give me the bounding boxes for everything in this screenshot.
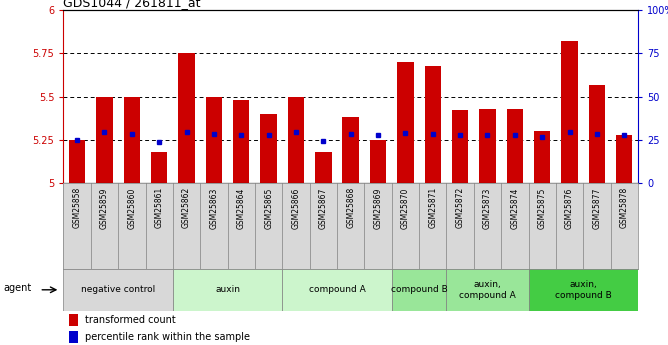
Bar <box>506 109 523 183</box>
Bar <box>283 269 391 310</box>
Text: auxin,
compound A: auxin, compound A <box>459 280 516 299</box>
Text: GSM25861: GSM25861 <box>155 187 164 228</box>
Text: GDS1044 / 261811_at: GDS1044 / 261811_at <box>63 0 201 9</box>
Bar <box>452 110 468 183</box>
Text: compound B: compound B <box>391 285 448 294</box>
Bar <box>151 152 168 183</box>
Bar <box>178 53 195 183</box>
Text: GSM25873: GSM25873 <box>483 187 492 228</box>
Text: GSM25876: GSM25876 <box>565 187 574 228</box>
Bar <box>370 140 386 183</box>
Bar <box>425 66 441 183</box>
Text: GSM25875: GSM25875 <box>538 187 546 228</box>
Text: GSM25868: GSM25868 <box>346 187 355 228</box>
Bar <box>315 152 331 183</box>
Bar <box>589 85 605 183</box>
Bar <box>288 97 304 183</box>
Bar <box>534 131 550 183</box>
Text: auxin: auxin <box>215 285 240 294</box>
Bar <box>69 331 78 343</box>
Text: negative control: negative control <box>81 285 155 294</box>
Text: GSM25858: GSM25858 <box>73 187 81 228</box>
Bar <box>343 117 359 183</box>
Bar <box>616 135 633 183</box>
Bar <box>528 269 638 310</box>
Bar <box>391 269 446 310</box>
Text: GSM25862: GSM25862 <box>182 187 191 228</box>
Text: GSM25864: GSM25864 <box>236 187 246 228</box>
Bar <box>69 140 86 183</box>
Text: GSM25869: GSM25869 <box>373 187 383 228</box>
Text: percentile rank within the sample: percentile rank within the sample <box>86 333 250 342</box>
Bar <box>233 100 249 183</box>
Bar <box>446 269 528 310</box>
Text: GSM25871: GSM25871 <box>428 187 438 228</box>
Text: GSM25872: GSM25872 <box>456 187 465 228</box>
Bar <box>63 269 173 310</box>
Bar <box>69 314 78 326</box>
Bar <box>124 97 140 183</box>
Bar <box>96 97 113 183</box>
Text: GSM25865: GSM25865 <box>264 187 273 228</box>
Bar <box>261 114 277 183</box>
Text: GSM25867: GSM25867 <box>319 187 328 228</box>
Bar <box>206 97 222 183</box>
Text: GSM25863: GSM25863 <box>210 187 218 228</box>
Text: GSM25878: GSM25878 <box>620 187 629 228</box>
Text: transformed count: transformed count <box>86 315 176 325</box>
Bar <box>479 109 496 183</box>
Bar <box>173 269 283 310</box>
Text: GSM25859: GSM25859 <box>100 187 109 228</box>
Text: compound A: compound A <box>309 285 365 294</box>
Text: auxin,
compound B: auxin, compound B <box>555 280 612 299</box>
Text: GSM25874: GSM25874 <box>510 187 519 228</box>
Bar <box>561 41 578 183</box>
Text: GSM25870: GSM25870 <box>401 187 410 228</box>
Text: GSM25866: GSM25866 <box>291 187 301 228</box>
Bar <box>397 62 413 183</box>
Text: GSM25877: GSM25877 <box>593 187 601 228</box>
Text: agent: agent <box>3 283 31 293</box>
Text: GSM25860: GSM25860 <box>128 187 136 228</box>
